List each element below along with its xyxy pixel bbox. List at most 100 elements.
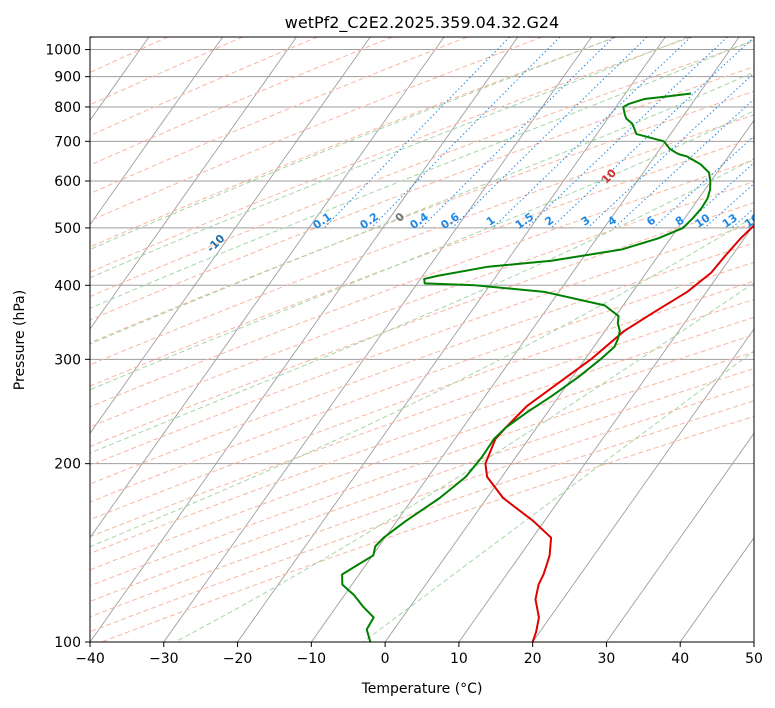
y-axis-title: Pressure (hPa) <box>12 290 28 390</box>
x-tick-label: 20 <box>524 651 542 667</box>
y-tick-label: 500 <box>54 221 81 237</box>
mixing-ratio-line <box>323 37 510 229</box>
x-tick-label: −10 <box>297 651 327 667</box>
moist-adiabat-line <box>90 39 754 309</box>
dry-adiabat-line <box>90 37 543 222</box>
dry-adiabat-line <box>90 298 754 538</box>
mixing-ratio-label: 0.4 <box>407 210 431 232</box>
y-tick-label: 400 <box>54 278 81 294</box>
mixing-ratio-label: 1 <box>484 214 498 229</box>
mixing-ratio-line <box>492 37 692 229</box>
isotherm-line <box>0 37 1 642</box>
dry-adiabat-line <box>90 37 617 248</box>
mixing-ratio-line <box>451 37 648 229</box>
isotherm-line <box>90 37 224 226</box>
dry-adiabat-line <box>90 202 754 447</box>
x-tick-label: 40 <box>671 651 689 667</box>
isotherm-line <box>384 119 754 642</box>
mixing-ratio-label: 0.6 <box>438 210 462 232</box>
dry-adiabat-line <box>90 90 754 344</box>
dry-adiabat-line <box>90 351 754 587</box>
dry-adiabat-line <box>90 66 754 321</box>
dry-adiabat-line <box>90 261 754 503</box>
isotherm-line <box>532 328 754 642</box>
mixing-ratio-line <box>753 227 754 228</box>
mixing-ratio-line <box>731 207 754 229</box>
y-tick-label: 300 <box>54 352 81 368</box>
mixing-ratio-line <box>704 183 754 229</box>
mixing-ratio-label: 4 <box>605 213 619 228</box>
isotherm-line <box>90 37 371 435</box>
mixing-ratio-label: 16 <box>742 211 762 231</box>
moist-adiabat-line <box>90 216 754 548</box>
dry-adiabat-line <box>90 368 754 603</box>
dry-adiabat-line <box>90 384 754 618</box>
dry-adiabat-line <box>90 181 754 428</box>
mixing-ratio-label: 20 <box>766 211 775 231</box>
mixing-ratio-line <box>613 98 754 229</box>
x-tick-label: −30 <box>149 651 179 667</box>
mixing-ratio-line <box>551 37 754 229</box>
dry-adiabat-line <box>90 222 754 467</box>
y-axis-ticks: 100 200 300 400 500 600 700 800 900 1000 <box>45 43 90 651</box>
isotherm-line <box>163 37 592 642</box>
sounding-series <box>341 92 754 642</box>
temperature-line <box>484 224 754 642</box>
isotherm-grid <box>0 37 754 642</box>
mixing-ratio-label: 1.5 <box>513 210 536 232</box>
dry-adiabat-line <box>90 280 754 521</box>
mixing-ratio-line <box>652 135 754 229</box>
isotherm-line <box>90 37 445 539</box>
mixing-ratio-label: 3 <box>579 214 593 229</box>
mixing-ratio-line <box>681 162 754 229</box>
y-tick-label: 900 <box>54 70 81 86</box>
moist-adiabat-line <box>90 37 689 279</box>
dry-adiabat-line <box>90 137 754 387</box>
x-axis-ticks: −40 −30 −20 −10 0 10 20 30 40 50 <box>75 642 763 667</box>
moist-adiabat-line <box>90 71 754 345</box>
y-tick-label: 100 <box>54 635 81 651</box>
mixing-ratio-lines <box>323 37 754 229</box>
plot-frame <box>89 36 755 643</box>
dry-adiabat-line <box>90 242 754 485</box>
moist-adiabat-label: 10 <box>599 166 619 186</box>
mixing-ratio-label: 6 <box>644 213 658 228</box>
dry-adiabat-line <box>90 159 754 408</box>
isotherm-line <box>753 641 754 642</box>
y-tick-label: 800 <box>54 100 81 116</box>
mixing-ratio-line <box>526 37 728 229</box>
x-tick-label: 50 <box>745 651 763 667</box>
mixing-ratio-label: 2 <box>543 214 557 229</box>
dry-adiabat-line <box>90 37 243 106</box>
x-axis-title: Temperature (°C) <box>361 681 483 697</box>
mixing-ratio-line <box>370 37 561 229</box>
dry-adiabat-line <box>90 37 468 195</box>
x-tick-label: −20 <box>223 651 253 667</box>
x-tick-label: 30 <box>598 651 616 667</box>
isotherm-line <box>458 223 754 642</box>
dewpoint-line <box>341 92 712 642</box>
dry-adiabat-line <box>90 40 754 298</box>
dry-adiabat-label: -10 <box>204 232 227 255</box>
dry-adiabat-line <box>100 415 754 642</box>
y-tick-label: 700 <box>54 134 81 150</box>
isotherm-line <box>90 37 297 330</box>
x-tick-label: −40 <box>75 651 105 667</box>
moist-adiabat-label: 0 <box>393 210 408 225</box>
moist-adiabat-line <box>90 37 616 251</box>
moist-adiabats <box>90 37 754 642</box>
mixing-ratio-line <box>587 72 754 229</box>
isobar-grid <box>90 49 754 642</box>
isotherm-line <box>90 37 519 642</box>
isotherm-line <box>606 432 754 642</box>
background-line-labels: 0.10.20.40.611.52346810131620253036-100-… <box>204 166 775 255</box>
y-tick-label: 200 <box>54 457 81 473</box>
x-tick-label: 0 <box>381 651 390 667</box>
isotherm-line <box>679 536 754 642</box>
y-tick-label: 1000 <box>45 43 81 59</box>
moist-adiabat-line <box>362 350 754 642</box>
dry-adiabat-line <box>90 37 318 137</box>
moist-adiabat-line <box>90 110 754 391</box>
dry-adiabat-line <box>90 37 692 273</box>
